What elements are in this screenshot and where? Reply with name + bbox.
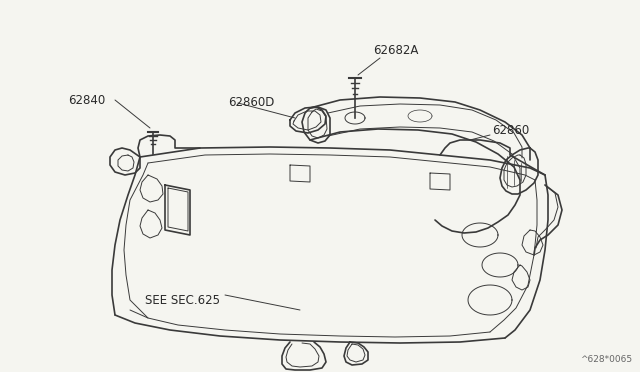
Text: 62682A: 62682A bbox=[373, 44, 419, 57]
Text: SEE SEC.625: SEE SEC.625 bbox=[145, 294, 220, 307]
Text: 62860D: 62860D bbox=[228, 96, 275, 109]
Text: 62840: 62840 bbox=[68, 93, 105, 106]
Text: ^628*0065: ^628*0065 bbox=[580, 355, 632, 364]
Text: 62860: 62860 bbox=[492, 124, 529, 137]
